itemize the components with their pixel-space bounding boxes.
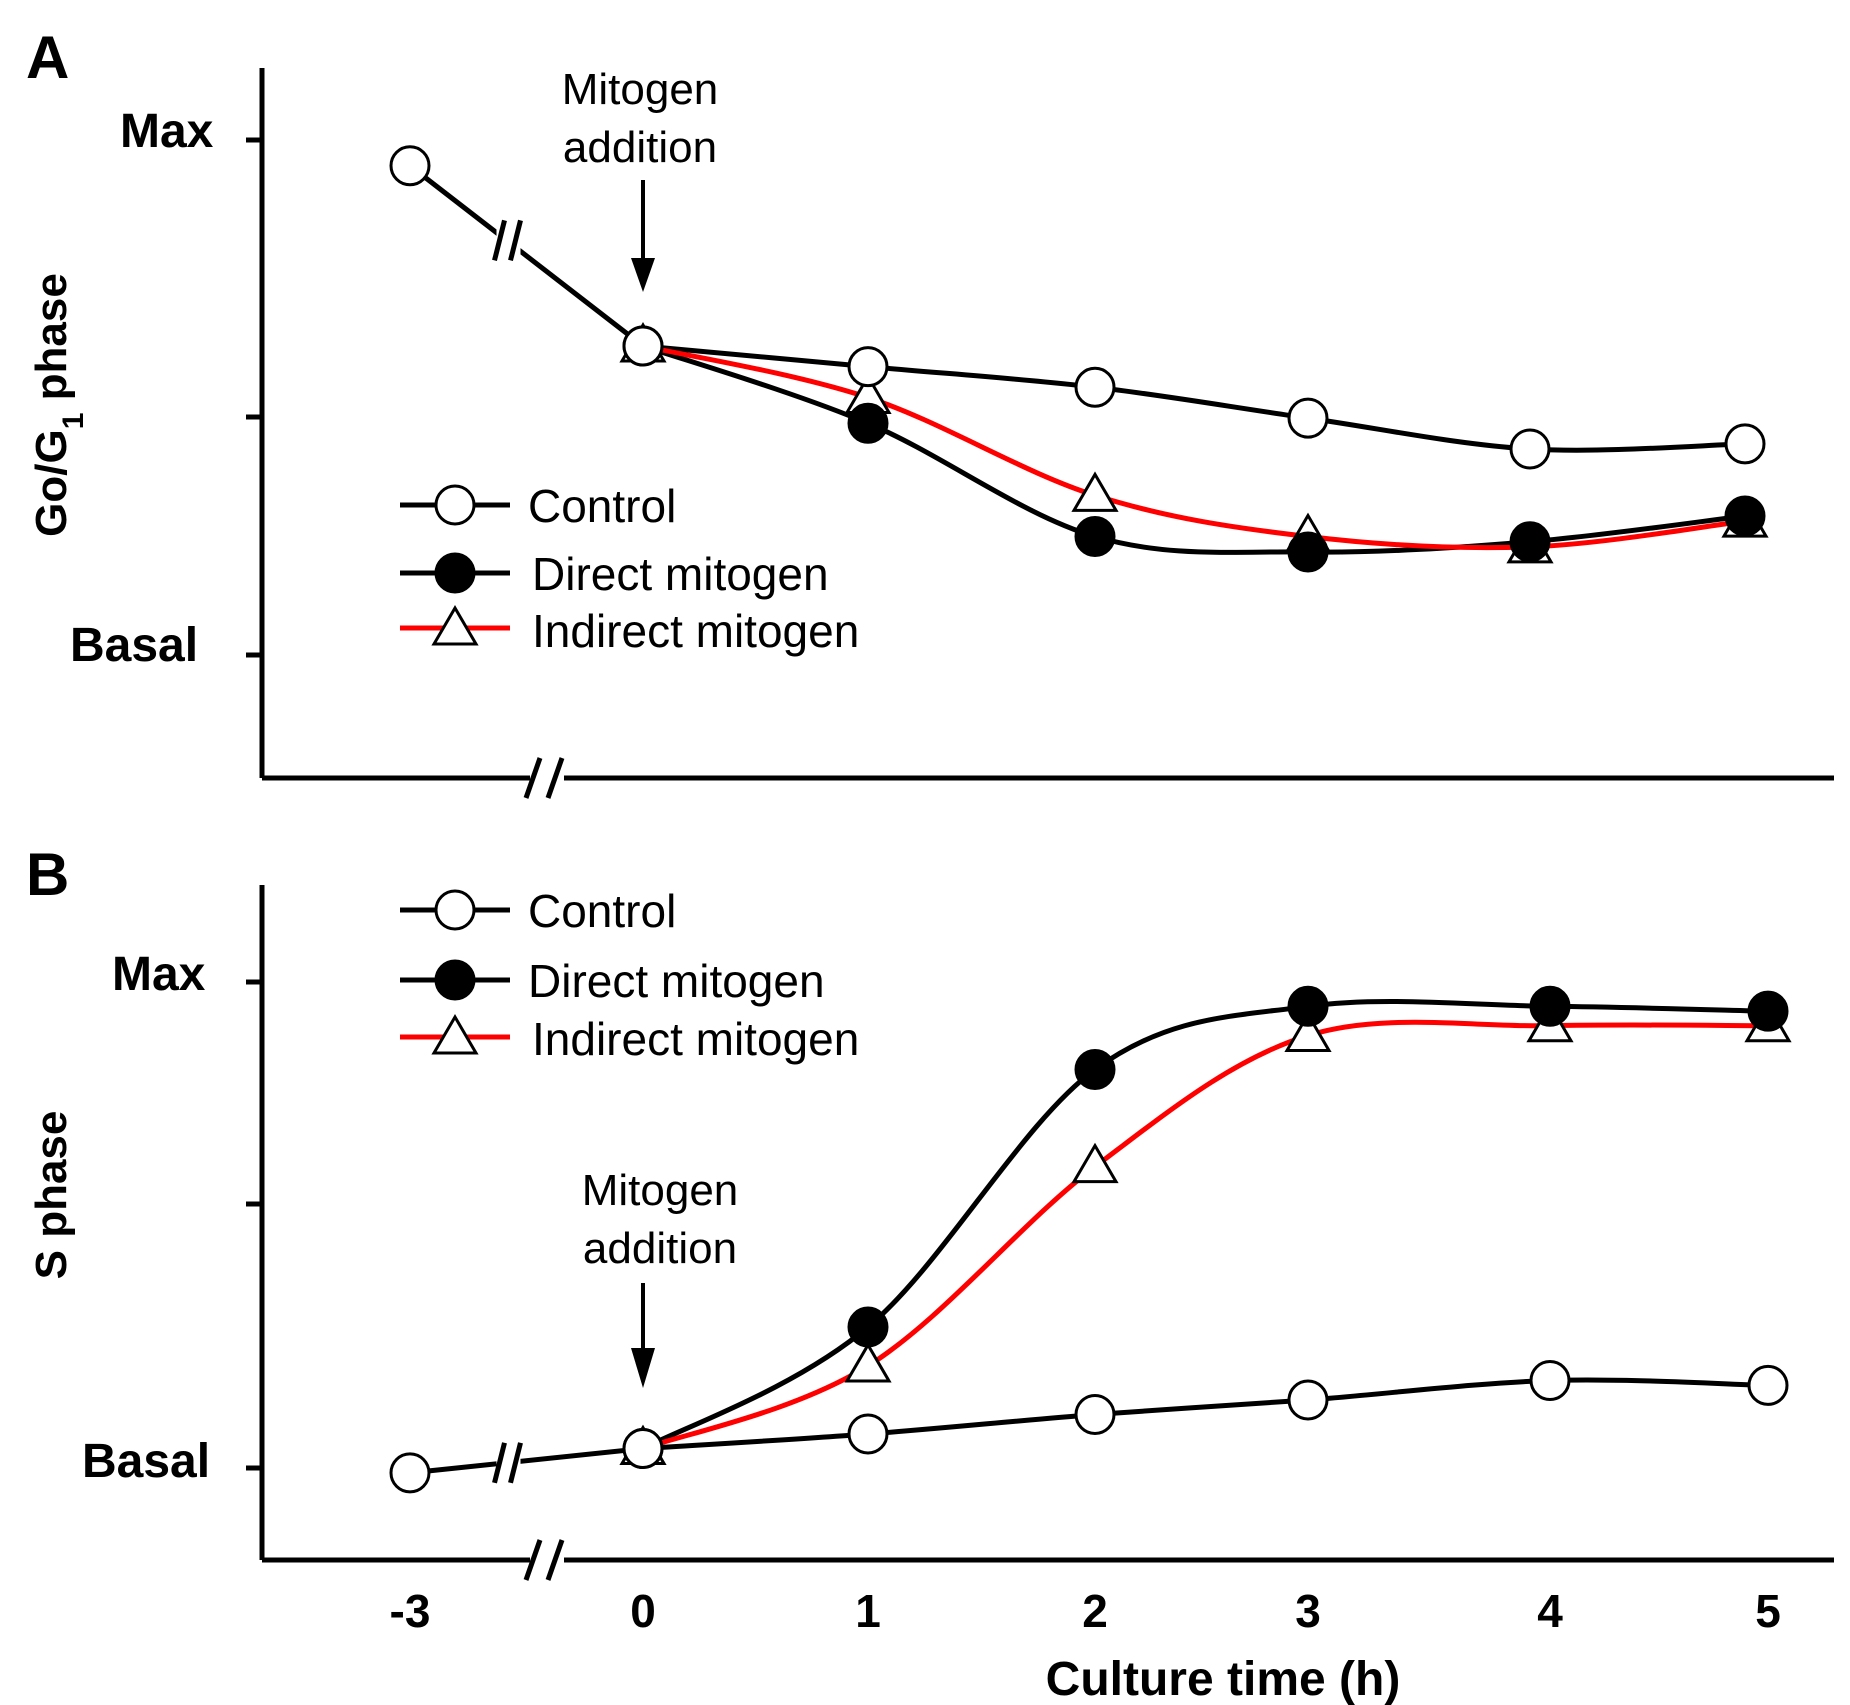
panel-a-ylevel-max: Max	[120, 105, 214, 158]
panel-b-point-control-5	[1747, 1364, 1789, 1406]
panel-a: A Max Basal Go/G1 phase Mitogen addition	[26, 24, 1834, 801]
panel-b-ylevel-basal: Basal	[82, 1435, 210, 1488]
panel-b-xtick-label-4: 4	[1537, 1585, 1563, 1637]
panel-a-x-axis-break	[523, 755, 565, 801]
panel-b-annotation-line2: addition	[583, 1224, 737, 1273]
panel-b-xtick-label-5: 5	[1755, 1585, 1781, 1637]
panel-a-point-control-1	[847, 346, 889, 388]
panel-b-xtick-label-1: 1	[855, 1585, 881, 1637]
panel-a-point-direct-mitogen-3	[1287, 531, 1329, 573]
panel-a-annotation-arrowhead	[631, 258, 655, 292]
panel-b-xtick-label-m3: -3	[390, 1585, 431, 1637]
open-circle-marker	[434, 889, 476, 931]
panel-b-point-control-3	[1287, 1379, 1329, 1421]
panel-b-point-direct-mitogen-1	[847, 1306, 889, 1348]
panel-b-point-direct-mitogen-3	[1287, 985, 1329, 1027]
panel-b-annotation-arrowhead	[631, 1348, 655, 1388]
panel-b-xtick-label-3: 3	[1295, 1585, 1321, 1637]
panel-a-ylevel-basal: Basal	[70, 619, 198, 672]
panel-a-point-control-m3	[389, 145, 431, 187]
panel-b: B Max Basal S phase -3 0 1 2 3 4 5 Culture tim…	[26, 841, 1834, 1705]
open-triangle-marker	[431, 1014, 479, 1055]
panel-a-legend-label-direct: Direct mitogen	[532, 548, 829, 600]
panel-a-point-indirect-mitogen-2	[1071, 471, 1119, 512]
panel-b-x-axis-break	[523, 1537, 565, 1583]
panel-b-legend-item-control: Control	[400, 885, 676, 937]
panel-a-line-break-control	[492, 218, 523, 263]
panel-a-point-control-5	[1724, 423, 1766, 465]
panel-a-line-control	[642, 343, 1746, 453]
panel-letter-a: A	[26, 24, 69, 91]
panel-b-point-control-4	[1529, 1360, 1571, 1402]
panel-b-xlabel: Culture time (h)	[1046, 1653, 1401, 1705]
panel-b-point-indirect-mitogen-2	[1071, 1142, 1119, 1184]
panel-a-point-direct-mitogen-4	[1509, 521, 1551, 563]
panel-a-line-control-pre-break	[408, 163, 645, 348]
panel-a-series-breaks	[492, 218, 523, 263]
panel-b-series-markers	[389, 985, 1792, 1494]
panel-b-point-control-1	[847, 1413, 889, 1455]
panel-letter-b: B	[26, 841, 69, 908]
panel-b-point-indirect-mitogen-3	[1284, 1011, 1332, 1052]
panel-a-mitogen-annotation: Mitogen addition	[562, 65, 719, 292]
panel-b-series-breaks	[492, 1440, 523, 1485]
panel-b-x-tick-labels: -3 0 1 2 3 4 5	[390, 1585, 1781, 1637]
panel-b-xtick-label-0: 0	[630, 1585, 656, 1637]
panel-b-legend-label-control: Control	[528, 885, 676, 937]
panel-a-legend-item-control: Control	[400, 480, 676, 532]
panel-b-mitogen-annotation: Mitogen addition	[582, 1166, 739, 1388]
open-circle-marker	[434, 484, 476, 526]
panel-b-point-control-m3	[389, 1452, 431, 1494]
panel-b-annotation-line1: Mitogen	[582, 1166, 739, 1215]
panel-a-legend-label-control: Control	[528, 480, 676, 532]
panel-b-legend-label-indirect: Indirect mitogen	[532, 1013, 859, 1065]
panel-b-legend-label-direct: Direct mitogen	[528, 955, 825, 1007]
panel-a-legend-item-indirect: Indirect mitogen	[400, 605, 859, 657]
panel-b-line-break-control	[492, 1440, 523, 1485]
panel-b-point-control-0	[622, 1428, 664, 1470]
panel-b-line-control	[642, 1377, 1769, 1452]
panel-a-point-direct-mitogen-2	[1074, 516, 1116, 558]
panel-a-annotation-line2: addition	[563, 123, 717, 172]
panel-a-line-indirect-mitogen	[642, 343, 1746, 551]
panel-a-legend-item-direct: Direct mitogen	[400, 548, 829, 600]
panel-a-legend-label-indirect: Indirect mitogen	[532, 605, 859, 657]
open-triangle-marker	[431, 605, 479, 646]
panel-b-legend: Control Direct mitogen Indirect mitogen	[400, 885, 859, 1065]
panel-a-series-markers	[389, 145, 1769, 573]
panel-a-annotation-line1: Mitogen	[562, 65, 719, 114]
panel-b-line-control-pre-break	[409, 1446, 644, 1476]
panel-a-point-control-3	[1287, 397, 1329, 439]
panel-b-line-indirect-mitogen	[642, 1019, 1769, 1451]
panel-a-ylabel: Go/G1 phase	[27, 273, 90, 537]
panel-a-point-control-0	[622, 325, 664, 367]
panel-b-legend-item-indirect: Indirect mitogen	[400, 1013, 859, 1065]
filled-circle-marker	[434, 552, 476, 594]
panel-b-legend-item-direct: Direct mitogen	[400, 955, 825, 1007]
filled-circle-marker	[434, 959, 476, 1001]
panel-a-point-control-2	[1074, 366, 1116, 408]
panel-b-point-direct-mitogen-5	[1747, 990, 1789, 1032]
panel-a-legend: Control Direct mitogen Indirect mitogen	[400, 480, 859, 657]
panel-b-point-direct-mitogen-4	[1529, 985, 1571, 1027]
panel-b-point-control-2	[1074, 1394, 1116, 1436]
panel-b-point-direct-mitogen-2	[1074, 1048, 1116, 1090]
panel-b-point-indirect-mitogen-1	[844, 1341, 892, 1383]
panel-a-point-direct-mitogen-5	[1724, 495, 1766, 537]
panel-a-point-direct-mitogen-1	[847, 402, 889, 444]
panel-b-ylabel: S phase	[27, 1111, 76, 1280]
panel-b-ylevel-max: Max	[112, 948, 206, 1001]
panel-b-xtick-label-2: 2	[1082, 1585, 1108, 1637]
panel-a-point-control-4	[1509, 428, 1551, 470]
